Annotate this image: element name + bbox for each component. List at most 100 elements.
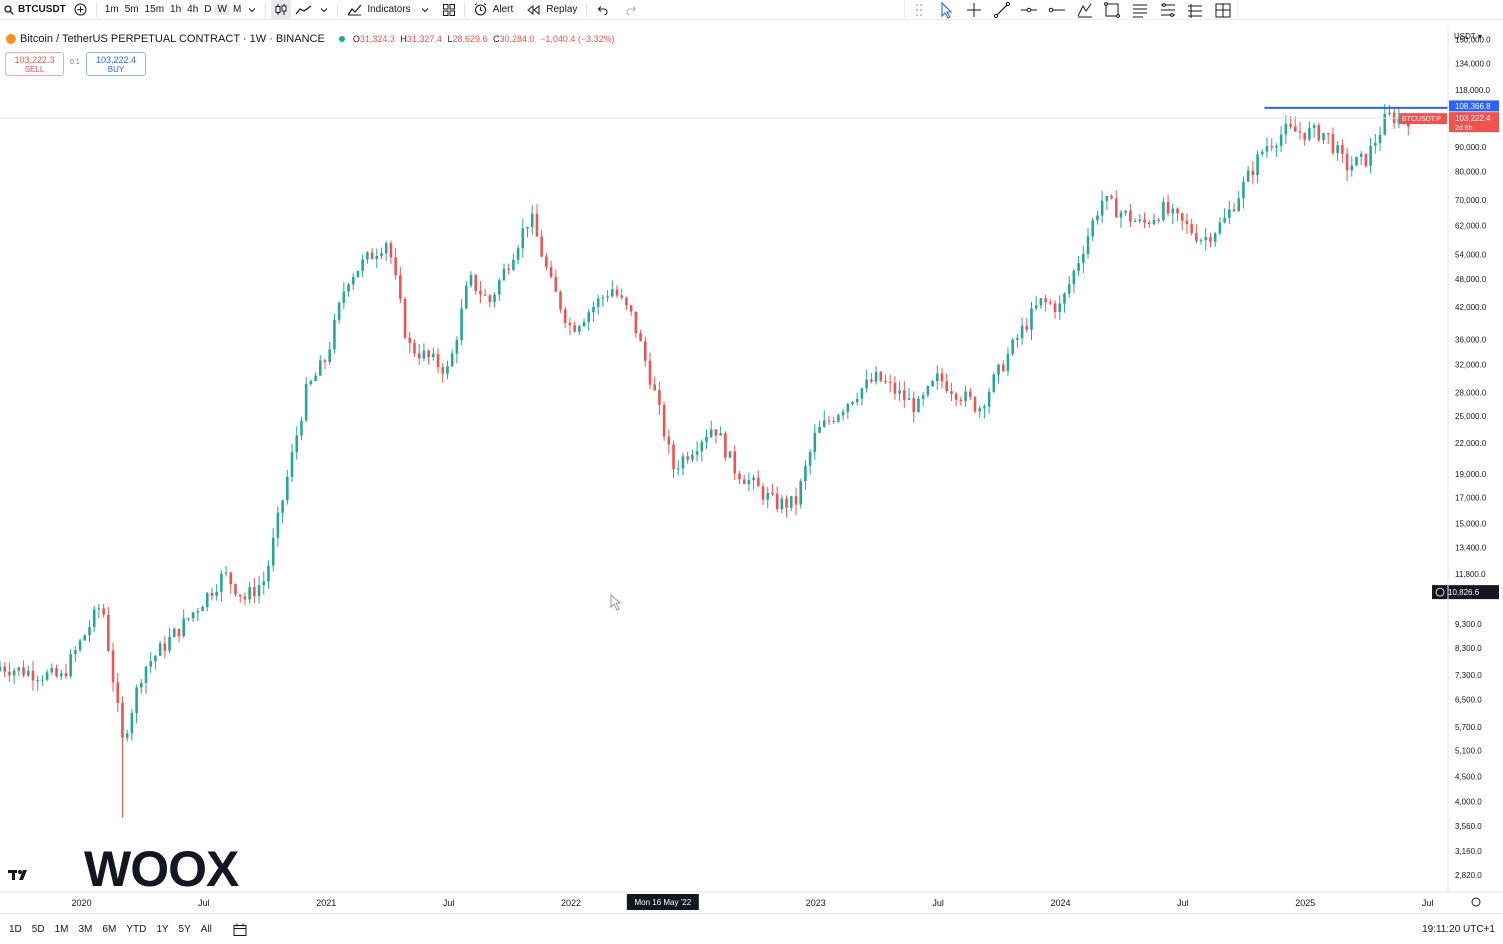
candle-body [1355, 156, 1358, 166]
candle-body [950, 391, 953, 394]
range-button-1d[interactable]: 1D [9, 923, 22, 935]
candle-body [898, 390, 901, 394]
candle-body [983, 406, 986, 409]
candle-body [205, 592, 209, 607]
candle-body [629, 305, 633, 312]
price-axis-label: 118,000.0 [1455, 86, 1491, 95]
candle-body [648, 360, 652, 385]
tool-pen[interactable] [1075, 1, 1095, 19]
candle-body [667, 436, 671, 445]
line-chart-button[interactable] [291, 0, 316, 20]
tool-fib-levels[interactable] [1158, 1, 1178, 19]
legend-high: 31,327.4 [406, 34, 442, 44]
candle-body [771, 493, 774, 495]
price-chart[interactable]: 150,000.0 134,000.0 118,000.0 90,000.0 80,00… [0, 26, 1503, 913]
buy-button[interactable]: 103,222.4 BUY [86, 52, 146, 76]
tool-drag-handle[interactable] [909, 1, 929, 19]
interval-15m[interactable]: 15m [144, 4, 165, 15]
range-button-6m[interactable]: 6M [102, 923, 117, 935]
candle-body [1359, 153, 1363, 157]
candle-body [479, 290, 482, 295]
price-axis-label: 3,560.0 [1455, 822, 1482, 831]
candle-body [870, 379, 873, 382]
range-button-5y[interactable]: 5Y [178, 923, 191, 935]
redo-button[interactable] [622, 0, 642, 20]
candle-body [1147, 222, 1151, 225]
interval-m[interactable]: M [232, 4, 242, 15]
candle-body [1053, 303, 1057, 312]
candle-body [1397, 116, 1401, 124]
range-button-5d[interactable]: 5D [31, 923, 45, 935]
legend-title[interactable]: Bitcoin / TetherUS PERPETUAL CONTRACT · … [20, 33, 325, 45]
interval-w[interactable]: W [214, 4, 230, 15]
interval-1m[interactable]: 1m [104, 4, 119, 15]
tool-long-position[interactable] [1185, 1, 1205, 19]
toolbar-separator [586, 2, 588, 17]
sell-label: SELL [24, 65, 45, 74]
time-axis-label: 2022 [561, 898, 581, 908]
candle-body [1195, 233, 1198, 241]
candle-body [1124, 210, 1127, 213]
interval-4h[interactable]: 4h [187, 4, 199, 15]
redo-icon [626, 5, 637, 15]
candle-body [1105, 196, 1109, 201]
alert-button[interactable]: Alert [470, 0, 518, 20]
tool-measure[interactable] [1213, 1, 1233, 19]
candle-body [163, 643, 167, 651]
layouts-button[interactable] [439, 0, 459, 20]
range-button-all[interactable]: All [200, 923, 212, 935]
interval-d[interactable]: D [204, 4, 212, 15]
candle-body [17, 667, 21, 671]
tool-horizontal-ray[interactable] [1047, 1, 1067, 19]
tool-rectangle[interactable] [1102, 1, 1122, 19]
candle-body [1312, 125, 1316, 129]
candle-body [818, 426, 821, 433]
currency-selector[interactable]: USDT ▾ [1454, 32, 1482, 41]
candle-body [262, 581, 266, 586]
indicators-button[interactable]: Indicators [343, 0, 432, 20]
candle-body [860, 388, 864, 399]
sell-button[interactable]: 103,222.3 SELL [5, 52, 64, 76]
symbol-search[interactable]: BTCUSDT [0, 0, 70, 20]
candle-body [1256, 154, 1259, 176]
clock-timezone[interactable]: 19:11:20 UTC+1 [1422, 924, 1495, 935]
candle-body [318, 360, 322, 376]
compare-symbol-button[interactable] [70, 0, 91, 20]
chart-legend: Bitcoin / TetherUS PERPETUAL CONTRACT · … [6, 32, 618, 46]
undo-button[interactable] [592, 0, 612, 20]
range-button-1m[interactable]: 1M [54, 923, 69, 935]
candle-body [1185, 220, 1189, 225]
range-button-1y[interactable]: 1Y [156, 923, 169, 935]
candle-body [64, 673, 68, 677]
market-open-dot [338, 36, 345, 42]
candle-body [130, 713, 134, 734]
interval-dropdown[interactable] [244, 0, 260, 20]
candle-body [851, 402, 854, 404]
candle-body [1308, 128, 1311, 140]
candle-body [1020, 325, 1024, 338]
tool-crosshair[interactable] [964, 1, 984, 19]
candle-body [1058, 303, 1062, 312]
chart-style-dropdown[interactable] [316, 0, 332, 20]
replay-button[interactable]: Replay [523, 0, 581, 20]
range-button-ytd[interactable]: YTD [126, 923, 147, 935]
date-range-button[interactable] [229, 919, 251, 939]
tool-cursor[interactable] [936, 1, 956, 19]
tradingview-logo-icon[interactable] [8, 868, 32, 882]
interval-5m[interactable]: 5m [124, 4, 139, 15]
crosshair-price-label: 10,826.6 [1448, 588, 1480, 597]
tool-trend-line[interactable] [992, 1, 1012, 19]
tool-text-lines[interactable] [1130, 1, 1150, 19]
time-axis-label: Jul [932, 898, 944, 908]
interval-1h[interactable]: 1h [170, 4, 182, 15]
range-button-3m[interactable]: 3M [78, 923, 93, 935]
candle-body [45, 672, 49, 680]
chart-type-button[interactable] [271, 0, 292, 20]
chevron-down-icon [320, 7, 328, 12]
candle-body [1166, 202, 1170, 214]
candle-body [135, 687, 138, 714]
tool-horizontal-line[interactable] [1019, 1, 1039, 19]
candle-body [530, 213, 534, 227]
candle-body [36, 679, 39, 681]
candle-body [1063, 293, 1066, 304]
